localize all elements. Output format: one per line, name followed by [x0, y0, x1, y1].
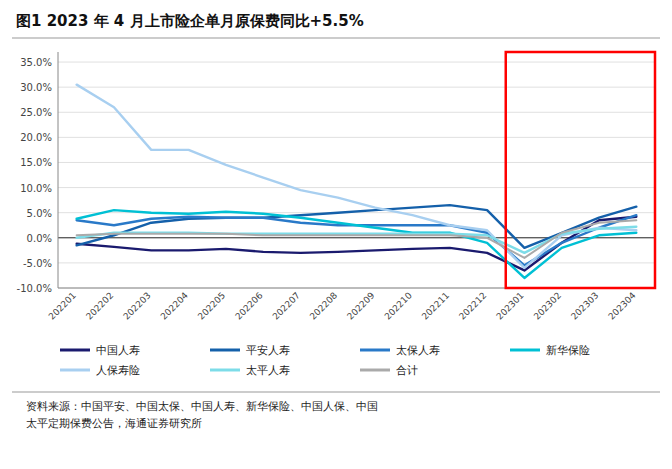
y-axis-line	[58, 52, 59, 288]
lines	[77, 85, 637, 278]
legend-swatch	[210, 369, 240, 372]
legend-label: 太平人寿	[246, 364, 290, 377]
series-line	[77, 215, 637, 265]
highlight-box	[506, 52, 655, 288]
x-tick-label: 202204	[159, 290, 191, 322]
grid-line	[58, 262, 655, 263]
grid-line	[58, 112, 655, 113]
legend-swatch	[360, 349, 390, 352]
x-tick-label: 202303	[569, 290, 600, 321]
legend-swatch	[60, 349, 90, 352]
grid-line	[58, 62, 655, 63]
x-tick-label: 202304	[606, 290, 638, 322]
x-tick-label: 202205	[196, 290, 227, 321]
y-tick-label: 20.0%	[20, 132, 52, 143]
y-tick-label: -10.0%	[17, 283, 52, 294]
grid-line	[58, 87, 655, 88]
x-tick-label: 202209	[345, 290, 377, 322]
x-tick-label: 202202	[84, 290, 115, 321]
y-tick-label: 35.0%	[20, 57, 52, 68]
y-tick-label: -5.0%	[23, 258, 52, 269]
source: 资料来源：中国平安、中国太保、中国人寿、新华保险、中国人保、中国太平定期保费公告…	[26, 400, 378, 430]
y-tick-label: 10.0%	[20, 183, 52, 194]
x-tick-label: 202203	[121, 290, 152, 321]
x-tick-label: 202301	[494, 290, 525, 321]
legend-swatch	[360, 369, 390, 372]
x-tick-label: 202208	[308, 290, 340, 322]
y-ticks: -10.0% -5.0% 0.0% 5.0% 10.0% 15.0% 20.0% 25.0% 3…	[17, 57, 52, 294]
x-tick-label: 202302	[532, 290, 563, 321]
x-tick-label: 202210	[383, 290, 415, 322]
legend-label: 平安人寿	[246, 344, 290, 357]
x-tick-label: 202207	[271, 290, 302, 321]
y-tick-label: 25.0%	[20, 107, 52, 118]
zero-line	[58, 237, 655, 238]
series-line	[77, 220, 637, 258]
title: 图1 2023 年 4 月上市险企单月原保费同比+5.5%	[16, 12, 364, 30]
title-separator	[12, 38, 660, 39]
grid-line	[58, 162, 655, 163]
legend-swatch	[60, 369, 90, 372]
legend-label: 中国人寿	[96, 344, 140, 357]
series-line	[77, 85, 637, 268]
y-tick-label: 15.0%	[20, 157, 52, 168]
grid-line	[58, 137, 655, 138]
x-tick-label: 202212	[457, 290, 488, 321]
series-line	[77, 205, 637, 248]
grid	[58, 62, 655, 288]
legend-label: 太保人寿	[396, 344, 440, 357]
legend-swatch	[210, 349, 240, 352]
legend-label: 新华保险	[546, 344, 590, 357]
legend: 中国人寿 平安人寿 太保人寿 新华保险人保寿险 太平人寿 合计	[60, 344, 590, 377]
x-tick-label: 202206	[233, 290, 265, 322]
legend-swatch	[510, 349, 540, 352]
x-tick-label: 202211	[420, 290, 451, 321]
y-tick-label: 30.0%	[20, 82, 52, 93]
y-tick-label: 0.0%	[27, 233, 52, 244]
source-line: 太平定期保费公告，海通证券研究所	[26, 417, 202, 430]
legend-label: 人保寿险	[96, 364, 140, 377]
grid-line	[58, 187, 655, 188]
x-ticks: 2022012022022022032022042022052022062022…	[47, 290, 638, 322]
chart: 图1 2023 年 4 月上市险企单月原保费同比+5.5% -10.0% -5.0%…	[0, 0, 672, 469]
source-line: 资料来源：中国平安、中国太保、中国人寿、新华保险、中国人保、中国	[26, 400, 378, 413]
x-tick-label: 202201	[47, 290, 78, 321]
y-tick-label: 5.0%	[27, 208, 52, 219]
legend-label: 合计	[396, 364, 418, 377]
source-separator	[12, 392, 660, 393]
